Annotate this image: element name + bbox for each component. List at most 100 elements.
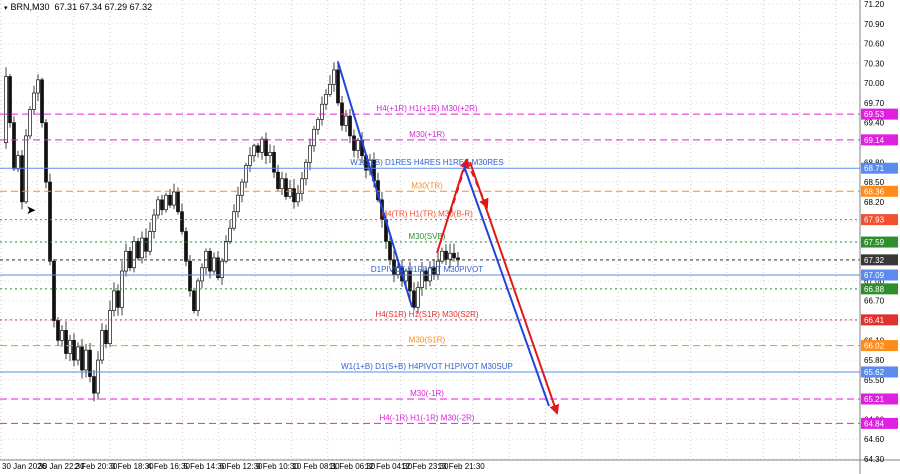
price-axis-level-tag-text: 66.41 [864,316,885,325]
candle-body [80,346,84,371]
level-label-text: H4(+1R) H1(+1R) M30(+2R) [376,104,477,113]
candle-body [220,260,224,279]
candle-body [408,270,412,292]
price-axis-tick: 71.20 [864,0,885,9]
price-axis-tick: 70.90 [864,20,885,29]
price-axis-level-tag [861,236,898,248]
candle-body [228,227,232,242]
symbol-label: BRN,M30 [10,2,50,12]
price-axis-level-tag [861,134,898,146]
candle-body [292,188,296,203]
time-axis-tick: 11 Feb 06:30 [329,462,376,471]
candle-body [324,93,328,105]
time-axis-tick: 12 Feb 04:30 [365,462,413,471]
price-axis-level-tag [861,340,898,352]
time-axis-tick: 12 Feb 23:30 [401,462,449,471]
candle-body [108,310,112,344]
price-axis-tick: 64.60 [864,435,885,444]
price-axis-level-tag [861,393,898,405]
candle-body [436,260,440,275]
candle-body [300,178,304,194]
candle-body [8,76,12,124]
price-axis-tick: 65.50 [864,376,885,385]
price-axis-level-tag-text: 65.62 [864,368,885,377]
candle-body [72,339,76,361]
price-axis-level-tag-text: 67.09 [864,271,885,280]
price-axis-level-tag-text: 66.88 [864,285,885,294]
candle-body [112,290,116,311]
level-label-text: M30(-1R) [410,389,444,398]
candle-body [184,231,188,262]
price-axis-level-tag-text: 68.71 [864,164,885,173]
price-axis-level-tag [861,162,898,174]
candle-body [440,250,444,262]
price-axis-level-tag [861,283,898,295]
blue-trendline-main[interactable] [337,61,413,308]
candle-body [312,128,316,147]
candle-body [304,161,308,180]
price-axis-tick: 64.30 [864,455,885,464]
candle-body [12,122,16,170]
candle-body [316,119,320,130]
candle-body [212,257,216,272]
candle-body [144,237,148,252]
candle-body [444,250,448,260]
candle-body [256,145,260,153]
level-label-text: M30(TR) [411,181,443,190]
candle-body [48,181,52,262]
level-label-text: M30(+1R) [409,130,445,139]
candle-body [452,252,456,259]
candle-body [216,257,220,279]
time-axis-tick: 9 Feb 10:30 [256,462,299,471]
candle-body [352,135,356,151]
chart-marker-icon: ▾ [4,5,8,12]
price-axis-level-tag-text: 67.32 [864,256,885,265]
price-axis-level-tag-text: 68.36 [864,187,885,196]
price-axis-level-tag-text: 65.21 [864,395,885,404]
candle-body [252,145,256,157]
candle-body [172,191,176,206]
candle-body [52,260,56,321]
symbol-info: ▾ BRN,M30 67.31 67.34 67.29 67.32 [4,2,152,12]
candle-body [308,145,312,163]
candle-body [276,171,280,189]
candle-body [140,237,144,259]
blue-trendline-projection[interactable] [463,165,550,407]
price-axis-level-tag-text: 69.53 [864,110,885,119]
red-trendline-projection[interactable] [469,161,560,415]
candle-body [260,138,264,153]
time-axis-tick: 4 Feb 16:30 [147,462,190,471]
candle-body [16,155,20,170]
price-axis-tick: 69.40 [864,119,885,128]
mouse-cursor-icon: ➤ [26,203,37,217]
candle-body [224,241,228,262]
candle-body [268,152,272,157]
candle-body [192,290,196,311]
candle-body [104,330,108,344]
time-axis-tick: 6 Feb 12:30 [220,462,263,471]
candle-body [416,287,420,308]
candle-body [208,250,212,272]
price-axis-level-tag-text: 66.02 [864,342,885,351]
price-axis-level-tag [861,185,898,197]
price-axis-level-tag [861,366,898,378]
candle-body [40,79,44,124]
candle-body [64,330,68,354]
candle-body [428,267,432,282]
candle-body [320,103,324,120]
candle-body [236,194,240,213]
price-axis-tick: 65.80 [864,356,885,365]
price-axis-tick: 68.50 [864,178,885,187]
candle-body [44,122,48,183]
candle-body [176,191,180,213]
level-label-text: D1PIVOT H1PIVOT M30PIVOT [371,265,483,274]
price-axis-level-tag-text: 69.14 [864,136,885,145]
candle-body [96,359,100,394]
time-axis-tick: 3 Feb 18:30 [111,462,154,471]
candle-body [116,290,120,308]
candle-body [148,231,152,252]
candle-body [284,178,288,197]
candle-body [356,140,360,151]
candle-body [88,349,92,377]
